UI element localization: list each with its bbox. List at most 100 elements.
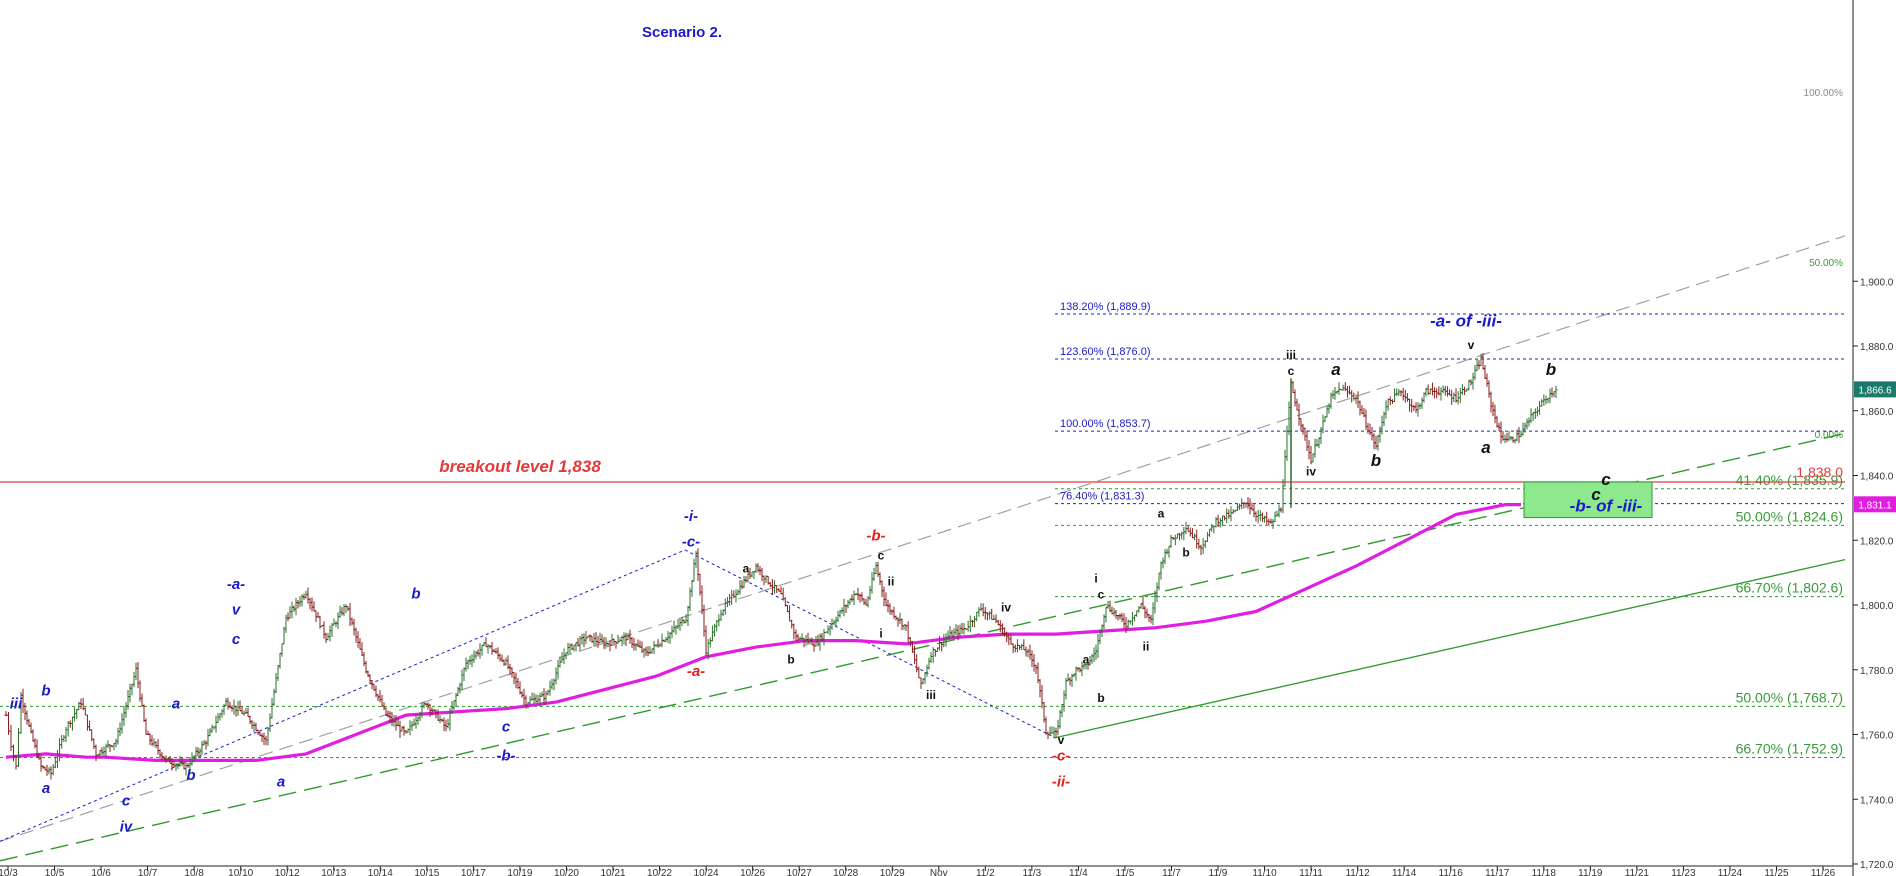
date-axis-label: 10/7 [138,868,158,876]
date-axis-label: 11/25 [1764,868,1789,876]
date-axis-label: 11/12 [1345,868,1370,876]
chart-title: Scenario 2. [642,24,722,41]
fib-label-green: 50.00% (1,824.6) [1736,508,1843,524]
date-axis-label: 11/9 [1209,868,1228,876]
date-axis-label: 10/21 [600,868,625,876]
sub-wave-label: c [1288,364,1295,378]
price-axis-label: 1,820.0 [1860,536,1894,547]
upper-channel-line [0,235,1846,842]
price-axis-label: 1,900.0 [1860,277,1894,288]
fib-label-green: 50.00% (1,768.7) [1736,689,1843,705]
fib-label-blue: 123.60% (1,876.0) [1060,346,1151,358]
sub-wave-label: a [743,562,750,576]
date-axis-label: 11/7 [1162,868,1181,876]
sub-wave-label: c [878,549,885,563]
date-axis-label: 11/5 [1116,868,1135,876]
date-axis: 10/3 10/5 10/6 10/7 10/8 10/10 10/12 10/13 10/14… [0,865,1853,876]
date-axis-label: 10/27 [787,868,812,876]
date-axis-label: Nov [930,868,948,876]
sub-wave-label: b [1182,545,1189,559]
channel-label-mid: 50.00% [1809,258,1843,269]
sub-wave-label: a [1158,507,1165,521]
price-axis-label: 1,720.0 [1860,860,1894,871]
sub-wave-label: iii [926,688,936,702]
date-axis-label: 11/4 [1069,868,1088,876]
lower-channel-line [1054,559,1846,739]
date-axis-label: 11/16 [1439,868,1464,876]
sub-wave-label: ii [1143,639,1150,653]
last-price-label: 1,866.6 [1858,385,1892,396]
date-axis-label: 11/3 [1022,868,1041,876]
date-axis-label: 10/29 [880,868,905,876]
date-axis-label: 11/21 [1625,868,1650,876]
wave-label: iii [10,696,23,713]
wave-label: -a- [227,576,245,593]
fib-label-blue: 76.40% (1,831.3) [1060,491,1144,503]
date-axis-label: 11/23 [1671,868,1696,876]
wave-label: -b- [496,747,515,764]
sub-wave-label: v [1468,338,1475,352]
wave-label: -c- [682,534,700,551]
sub-wave-label: b [1097,691,1104,705]
price-axis-label: 1,880.0 [1860,342,1894,353]
wave-label-black: b [1546,360,1556,379]
sub-wave-label: iv [1001,600,1011,614]
wave-label: v [232,602,242,619]
date-axis-label: 10/28 [833,868,858,876]
wave-label: -i- [684,508,698,525]
date-axis-label: 10/20 [554,868,579,876]
target-zone-b: -b- of -iii- [1570,497,1643,516]
price-axis-label: 1,800.0 [1860,601,1894,612]
sub-wave-label: iv [1306,465,1316,479]
fib-label-blue: 138.20% (1,889.9) [1060,301,1151,313]
date-axis-label: 10/26 [740,868,765,876]
wave-label: b [411,586,420,603]
price-axis-label: 1,780.0 [1860,666,1894,677]
last-price-badge [1854,381,1896,398]
date-axis-label: 10/13 [321,868,346,876]
wave-label: -a- [687,663,705,680]
price-axis-label: 1,740.0 [1860,795,1894,806]
channel-label-top: 100.00% [1804,88,1844,99]
date-axis-label: 11/17 [1485,868,1510,876]
sub-wave-label: b [787,652,794,666]
breakout-tag: 1,838.0 [1796,464,1843,480]
fib-label-green: 41.40% (1,835.9) [1736,472,1843,488]
date-axis-label: 11/2 [976,868,995,876]
date-axis-label: 10/19 [507,868,532,876]
fib-label-green: 66.70% (1,802.6) [1736,580,1843,596]
date-axis-label: 10/15 [414,868,439,876]
sub-wave-label: ii [888,575,895,589]
date-axis-label: 10/8 [184,868,204,876]
fib-label-blue: 100.00% (1,853.7) [1060,418,1151,430]
ma-price-badge [1854,496,1896,513]
date-axis-label: 10/3 [0,868,18,876]
sub-wave-label: i [879,626,882,640]
wave-label-black: b [1371,451,1381,470]
date-axis-label: 11/26 [1811,868,1836,876]
wave-label: b [186,767,195,784]
date-axis-label: 10/24 [694,868,719,876]
price-axis-label: 1,840.0 [1860,472,1894,483]
wave-label: c [232,631,241,648]
breakout-label: breakout level 1,838 [439,457,601,476]
price-axis: 1,720.0 1,740.0 1,760.0 1,780.0 1,800.0 1,820… [1852,0,1896,876]
wave-label: -c- [1052,747,1070,764]
wave-label: b [41,683,50,700]
sub-wave-label: iii [1286,348,1296,362]
wave-labels: iiiba-a-vcabcivabc-b--i--c--a--b--c--ii-… [10,312,1612,836]
date-axis-label: 11/11 [1299,868,1323,876]
date-axis-label: 11/19 [1578,868,1603,876]
moving-average [5,503,1521,763]
price-series [4,352,1558,780]
date-axis-label: 11/18 [1532,868,1557,876]
target-box: c-b- of -iii- [1523,481,1653,519]
wave-label-black: a [1481,438,1490,457]
wave-label-black: a [1331,360,1340,379]
wave-link-1 [0,549,686,842]
date-axis-label: 11/14 [1392,868,1417,876]
date-axis-label: 10/17 [461,868,486,876]
sub-wave-label: c [1098,588,1105,602]
